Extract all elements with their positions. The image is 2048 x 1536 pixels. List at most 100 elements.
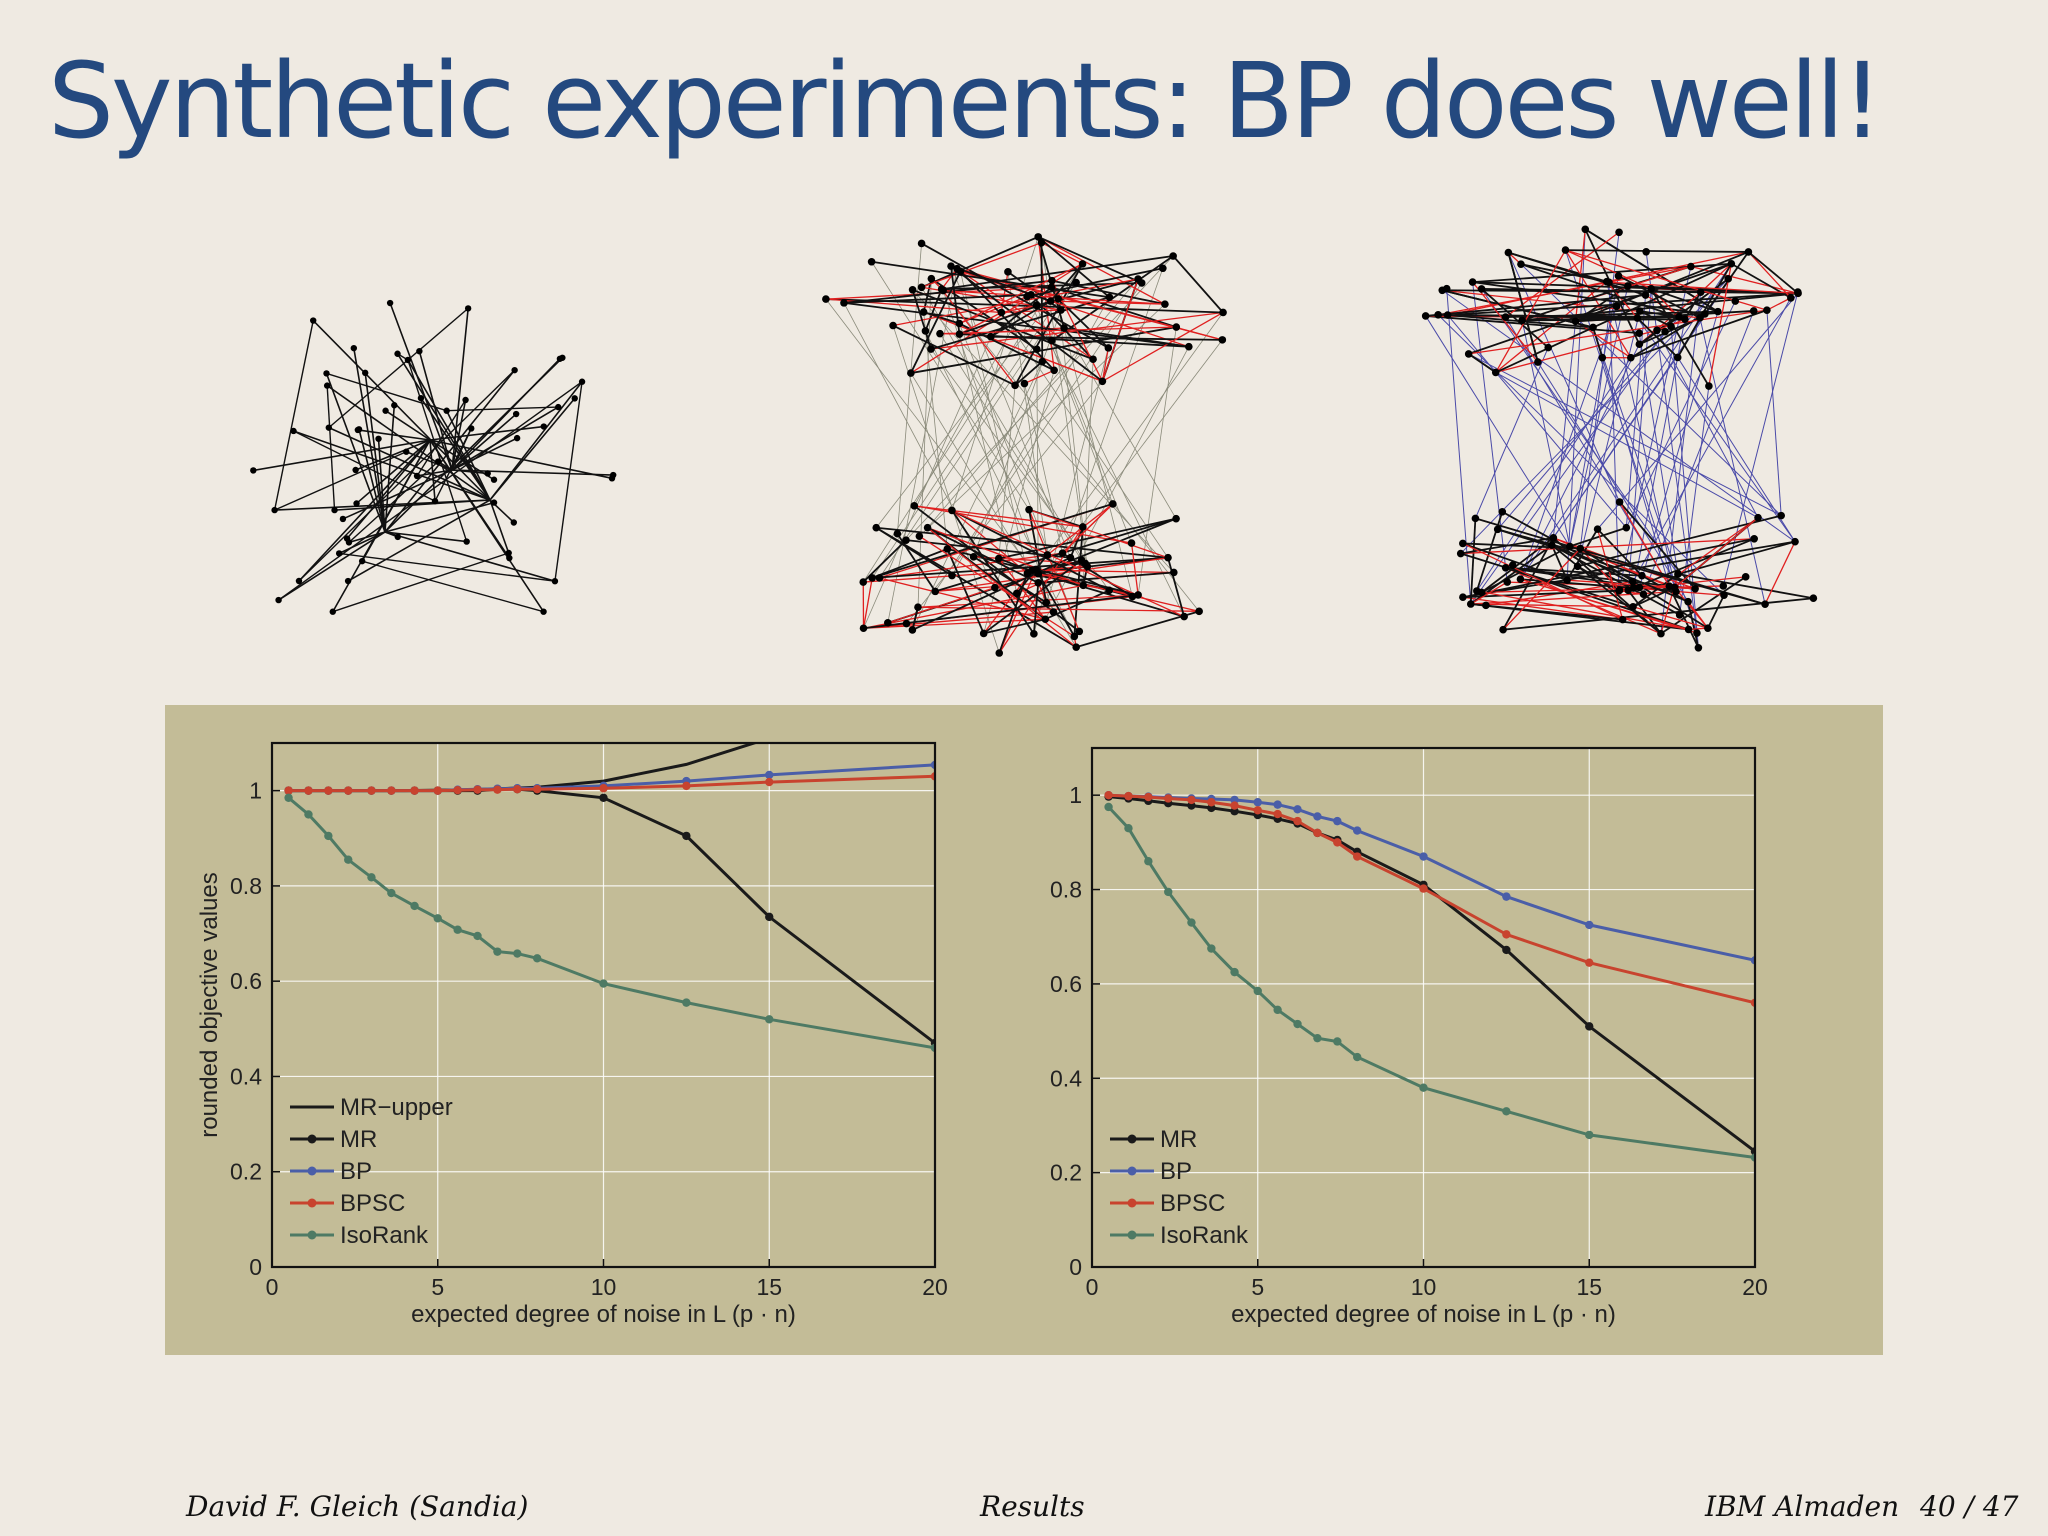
data-point	[1419, 852, 1428, 861]
data-point	[1333, 816, 1342, 826]
graph-node	[404, 356, 412, 364]
data-point	[533, 954, 542, 963]
graph-node	[295, 577, 303, 585]
graph-node	[1219, 308, 1227, 317]
legend-marker	[307, 1134, 317, 1144]
graph-node	[1638, 571, 1646, 580]
match-edge	[1507, 252, 1621, 503]
graph-edge	[872, 556, 1169, 579]
graph-node	[927, 274, 936, 283]
graph-edge	[358, 429, 386, 533]
graph-edge	[1037, 236, 1143, 284]
graph-node	[1134, 275, 1142, 283]
graph-edge	[1040, 242, 1044, 362]
graph-node	[1185, 342, 1193, 351]
graph-edge	[1438, 313, 1638, 319]
graph-node	[540, 423, 547, 430]
graph-node	[513, 434, 521, 442]
graph-node	[902, 619, 911, 628]
match-edge	[1642, 310, 1755, 595]
data-point	[453, 785, 462, 795]
graph-edge	[339, 552, 556, 582]
data-point	[1273, 809, 1282, 819]
graph-edge	[1026, 267, 1164, 298]
data-point	[284, 786, 293, 795]
graph-node	[1561, 246, 1570, 254]
data-point	[1253, 806, 1262, 815]
graph-node	[1694, 644, 1703, 652]
graph-node	[510, 519, 518, 526]
graph-node	[416, 347, 423, 355]
data-point	[765, 912, 774, 922]
graph-node	[490, 499, 498, 506]
graph-node	[1684, 597, 1692, 606]
match-edge	[879, 282, 1077, 579]
footer-page: 40 / 47	[1920, 1490, 2019, 1523]
data-point	[1333, 838, 1342, 847]
graph-edge	[1606, 281, 1638, 319]
graph-edge	[1520, 578, 1634, 589]
match-edge	[1446, 288, 1472, 605]
graph-edge	[1566, 528, 1599, 581]
data-point	[513, 949, 522, 958]
graph-edge	[451, 406, 559, 471]
graph-node	[1754, 513, 1762, 522]
graph-node	[910, 502, 919, 510]
plot-panel: 0 5 10 15 20 0 0.2 0.4 0.6 0.8 1 expected degree of…	[165, 705, 1883, 1355]
graph-edge	[921, 236, 1039, 289]
match-edge	[825, 298, 1033, 571]
match-edge	[1569, 285, 1629, 547]
graph-node	[1169, 252, 1177, 260]
match-edge	[1481, 288, 1679, 575]
graph-edge	[1495, 329, 1658, 374]
data-point	[324, 831, 333, 841]
graph-edge	[429, 439, 613, 480]
data-point	[1273, 800, 1282, 809]
graph-node	[1629, 602, 1637, 611]
graph-edge	[875, 526, 953, 577]
graph-node	[462, 396, 469, 404]
graph-edge	[1460, 538, 1755, 555]
graph-node	[1749, 307, 1758, 315]
graph-node	[1724, 275, 1732, 283]
graph-node	[1047, 283, 1056, 291]
graph-node	[1504, 248, 1513, 257]
graph-edge	[407, 359, 491, 501]
legend-marker	[1127, 1230, 1137, 1240]
graph-edge	[1470, 603, 1634, 608]
match-edge	[1592, 327, 1698, 634]
graph-edge	[983, 559, 1083, 635]
graph-node	[1473, 587, 1481, 595]
graph-node	[1563, 576, 1571, 584]
graph-edge	[924, 288, 943, 332]
graph-edge	[862, 577, 873, 629]
graph-node	[902, 536, 910, 544]
graph-node	[1054, 295, 1063, 303]
match-edge	[1645, 251, 1698, 634]
graph-node	[290, 427, 297, 435]
graph-node	[1741, 573, 1750, 581]
graph-edge	[342, 469, 453, 520]
graph-node	[540, 608, 547, 615]
data-point	[765, 770, 774, 780]
legend-label: MR	[340, 1126, 377, 1153]
fraction-correct-chart: 0 5 10 15 20 0 0.2 0.4 0.6 0.8 1 expected degree of…	[1050, 746, 1768, 1328]
series-line	[288, 787, 935, 1045]
graph-node	[1667, 322, 1675, 331]
graph-node	[1105, 586, 1114, 595]
graph-node	[1544, 343, 1553, 352]
graph-node	[1443, 311, 1452, 319]
match-edge	[1552, 321, 1577, 538]
slide-title: Synthetic experiments: BP does well!	[48, 40, 1883, 162]
graph-node	[1499, 625, 1507, 634]
data-point	[1313, 828, 1322, 838]
data-point	[1502, 945, 1511, 955]
match-edge	[1552, 313, 1706, 539]
graph-edge	[998, 569, 1037, 654]
graph-node	[417, 394, 425, 402]
graph-node	[1605, 278, 1613, 287]
graph-node	[1501, 313, 1510, 321]
graph-edge	[1442, 289, 1701, 294]
graph-edge	[1520, 578, 1698, 634]
graph-node	[1218, 336, 1227, 344]
